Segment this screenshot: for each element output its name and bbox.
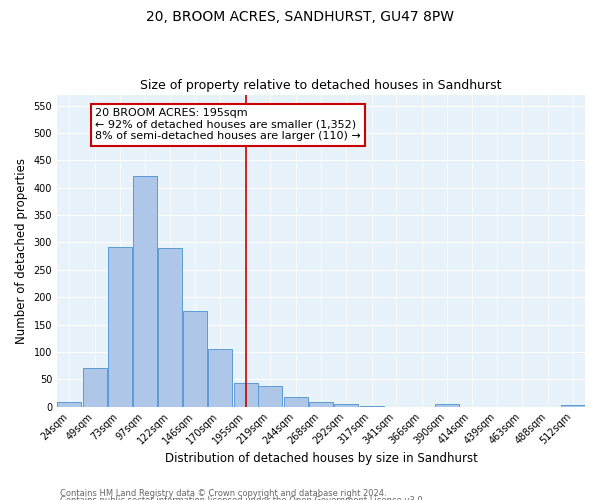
Bar bbox=[259, 386, 283, 406]
Bar bbox=[560, 405, 584, 406]
Bar bbox=[133, 176, 157, 406]
Text: Contains HM Land Registry data © Crown copyright and database right 2024.: Contains HM Land Registry data © Crown c… bbox=[60, 488, 386, 498]
Text: 20 BROOM ACRES: 195sqm
← 92% of detached houses are smaller (1,352)
8% of semi-d: 20 BROOM ACRES: 195sqm ← 92% of detached… bbox=[95, 108, 361, 142]
Bar bbox=[208, 349, 232, 406]
Bar bbox=[435, 404, 459, 406]
Bar bbox=[83, 368, 107, 406]
Bar bbox=[158, 248, 182, 406]
Y-axis label: Number of detached properties: Number of detached properties bbox=[15, 158, 28, 344]
Bar bbox=[284, 398, 308, 406]
Title: Size of property relative to detached houses in Sandhurst: Size of property relative to detached ho… bbox=[140, 79, 502, 92]
Text: 20, BROOM ACRES, SANDHURST, GU47 8PW: 20, BROOM ACRES, SANDHURST, GU47 8PW bbox=[146, 10, 454, 24]
Bar bbox=[58, 402, 82, 406]
Bar bbox=[183, 311, 207, 406]
Text: Contains public sector information licensed under the Open Government Licence v3: Contains public sector information licen… bbox=[60, 496, 425, 500]
Bar bbox=[334, 404, 358, 406]
Bar bbox=[108, 248, 132, 406]
X-axis label: Distribution of detached houses by size in Sandhurst: Distribution of detached houses by size … bbox=[164, 452, 478, 465]
Bar bbox=[309, 402, 333, 406]
Bar bbox=[234, 382, 258, 406]
